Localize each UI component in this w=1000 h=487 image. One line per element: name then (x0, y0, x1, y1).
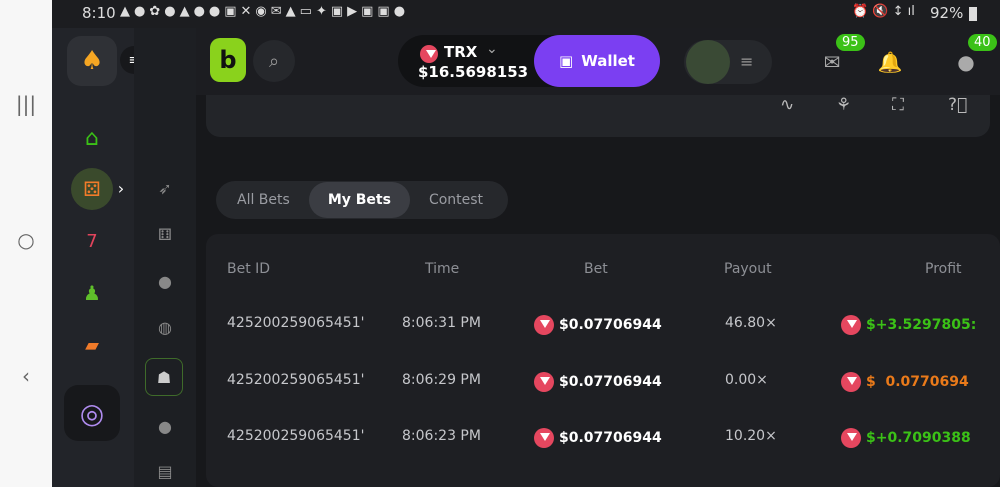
avatar[interactable] (686, 40, 730, 84)
bet-amount: $0.07706944 (559, 373, 662, 390)
profit-cell: $+0.7090388 (841, 428, 971, 448)
menu-lines-icon[interactable]: ≡ (740, 52, 754, 71)
recent-apps-button[interactable]: ||| (15, 92, 37, 116)
bet-time: 8:06:31 PM (402, 315, 481, 331)
bet-id[interactable]: 425200259065451' (227, 371, 365, 388)
cards-icon[interactable]: ▤ (157, 461, 173, 481)
crash-game-icon[interactable]: ☗ (145, 358, 183, 396)
clock: 8:10 (82, 4, 116, 22)
home-button[interactable]: ○ (17, 228, 35, 252)
fullscreen-icon[interactable]: ⛶ (892, 95, 904, 115)
profit-cell: $+3.5297805: (841, 315, 976, 335)
status-bar: 8:10 ▲●✿●▲●●▣✕◉✉▲▭✦▣▶▣▣● ⏰ 🔇 ↕ ıl 92% (52, 0, 1000, 28)
fairness-icon[interactable]: ⚘ (836, 95, 852, 115)
bet-id[interactable]: 425200259065451' (227, 315, 365, 331)
notification-icons: ▲●✿●▲●●▣✕◉✉▲▭✦▣▶▣▣● (120, 4, 410, 19)
bet-amount: $0.07706944 (559, 317, 662, 333)
trx-coin-icon (841, 371, 861, 392)
rocket-icon[interactable]: ➶ (158, 178, 172, 198)
payout: 10.20× (725, 428, 777, 444)
slots-icon[interactable]: 7 (86, 230, 98, 252)
tab-contest[interactable]: Contest (428, 192, 484, 208)
col-payout: Payout (724, 261, 772, 277)
sidebar: ♠ ≡ ⌂ ⚄ › 7 ♟ ▰ ◎ (52, 28, 148, 487)
profit-amount: $+0.7090388 (866, 430, 971, 446)
trx-coin-icon (420, 44, 438, 63)
home-icon[interactable]: ⌂ (85, 125, 99, 151)
tab-my-bets[interactable]: My Bets (308, 182, 410, 218)
game-category-bar: ➶ ⚅ ● ◍ ☗ ● ▤ (134, 28, 196, 487)
game-toolbar: ∿ ⚘ ⛶ ?⃝ (206, 95, 990, 137)
spade-logo-icon[interactable]: ♠ (67, 36, 117, 86)
bet-amount-cell: $0.07706944 (534, 315, 662, 335)
help-icon[interactable]: ?⃝ (948, 95, 968, 115)
dice-game-icon[interactable]: ⚅ (158, 224, 172, 244)
wallet-icon: ▣ (559, 52, 574, 70)
tickets-icon[interactable]: ▰ (85, 334, 99, 356)
wallet-label: Wallet (581, 52, 635, 70)
tab-all-bets[interactable]: All Bets (237, 192, 290, 208)
balance-amount: $16.5698153 (418, 63, 529, 81)
bomb-icon[interactable]: ● (158, 271, 172, 291)
bets-tabs: All Bets My Bets Contest (216, 181, 508, 219)
wallet-button[interactable]: ▣ Wallet (534, 35, 660, 87)
col-time: Time (425, 261, 460, 277)
mail-badge: 95 (836, 34, 865, 51)
bet-amount-cell: $0.07706944 (534, 371, 662, 392)
chevron-right-icon[interactable]: › (117, 178, 125, 198)
bet-amount: $0.07706944 (559, 430, 662, 446)
battery-icon (969, 7, 977, 21)
bet-amount-cell: $0.07706944 (534, 428, 662, 448)
trx-coin-icon (534, 315, 554, 335)
chat-icon[interactable]: ● (957, 50, 975, 74)
trx-coin-icon (841, 315, 861, 335)
top-header: b ⌕ TRX ⌄ $16.5698153 ▣ Wallet ≡ ✉ 95 🔔 ●… (196, 28, 1000, 95)
bell-icon[interactable]: 🔔 (877, 50, 903, 74)
android-nav-bar: ||| ○ ‹ (0, 0, 52, 487)
col-profit: Profit (925, 261, 962, 277)
col-bet-id: Bet ID (227, 261, 271, 277)
search-icon[interactable]: ⌕ (253, 40, 295, 82)
bet-id[interactable]: 425200259065451' (227, 428, 365, 444)
chevron-down-icon[interactable]: ⌄ (486, 41, 498, 57)
payout: 0.00× (725, 371, 768, 388)
stats-curve-icon[interactable]: ∿ (780, 95, 795, 115)
bet-time: 8:06:23 PM (402, 428, 481, 444)
chat-badge: 40 (968, 34, 997, 51)
target-icon[interactable]: ◎ (64, 385, 120, 441)
mail-icon[interactable]: ✉ (823, 50, 841, 74)
live-casino-icon[interactable]: ♟ (83, 281, 101, 305)
col-bet: Bet (584, 261, 608, 277)
currency-selector[interactable]: TRX (444, 43, 478, 61)
battery-level: 92% (930, 4, 964, 22)
payout: 46.80× (725, 315, 777, 331)
profit-amount: $ 0.0770694 (866, 373, 969, 390)
back-button[interactable]: ‹ (22, 364, 30, 388)
gamepad-icon[interactable]: ◍ (158, 317, 172, 337)
ball-icon[interactable]: ● (158, 416, 172, 436)
bets-table: Bet ID Time Bet Payout Profit 4252002590… (206, 234, 1000, 487)
system-icons: ⏰ 🔇 ↕ ıl (852, 4, 915, 19)
profit-amount: $+3.5297805: (866, 317, 977, 333)
bc-game-logo[interactable]: b (210, 38, 246, 82)
dice-icon[interactable]: ⚄ (71, 168, 113, 210)
bet-time: 8:06:29 PM (402, 371, 481, 388)
trx-coin-icon (534, 428, 554, 448)
trx-coin-icon (841, 428, 861, 448)
profit-cell: $ 0.0770694 (841, 371, 969, 392)
trx-coin-icon (534, 371, 554, 392)
user-menu[interactable]: ≡ (684, 40, 772, 84)
